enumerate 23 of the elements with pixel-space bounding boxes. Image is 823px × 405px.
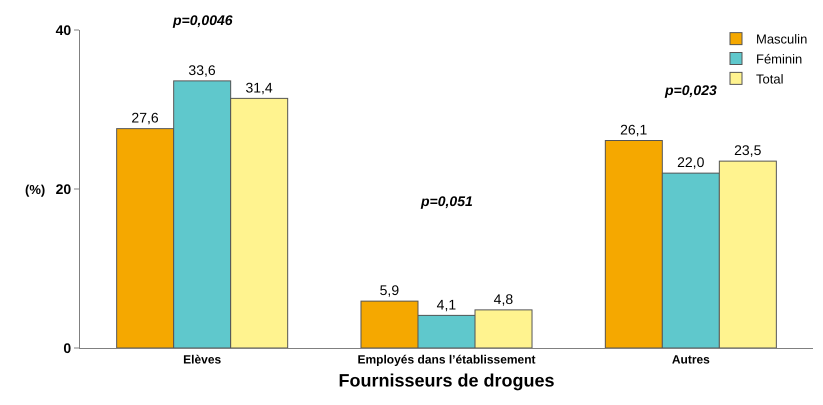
- x-axis-title: Fournisseurs de drogues: [338, 370, 555, 390]
- text: p=0,0046: [172, 12, 233, 28]
- data-label: 22,0: [677, 154, 705, 170]
- y-tick-label: 20: [56, 180, 72, 197]
- data-label: 23,5: [734, 142, 762, 158]
- legend-label: Total: [756, 71, 784, 86]
- data-label: 26,1: [620, 122, 648, 138]
- x-tick-label: Autres: [672, 352, 710, 366]
- data-label: 4,8: [494, 290, 514, 307]
- legend-label: Féminin: [756, 52, 802, 67]
- x-tick-label: Employés dans l’établissement: [357, 352, 536, 366]
- y-tick-label: 40: [56, 22, 72, 38]
- data-label: 5,9: [380, 282, 400, 298]
- annotation: p=0,023: [664, 82, 717, 98]
- data-label: 31,4: [245, 79, 273, 96]
- legend-label: Masculin: [756, 32, 808, 47]
- data-label: 4,1: [436, 296, 456, 312]
- data-label: 33,6: [188, 62, 216, 78]
- y-axis-title: (%): [25, 182, 46, 197]
- annotation: p=0,051: [420, 193, 473, 209]
- data-label: 27,6: [131, 110, 159, 126]
- x-tick-label: Elèves: [183, 352, 222, 366]
- y-tick-label: 0: [63, 340, 72, 356]
